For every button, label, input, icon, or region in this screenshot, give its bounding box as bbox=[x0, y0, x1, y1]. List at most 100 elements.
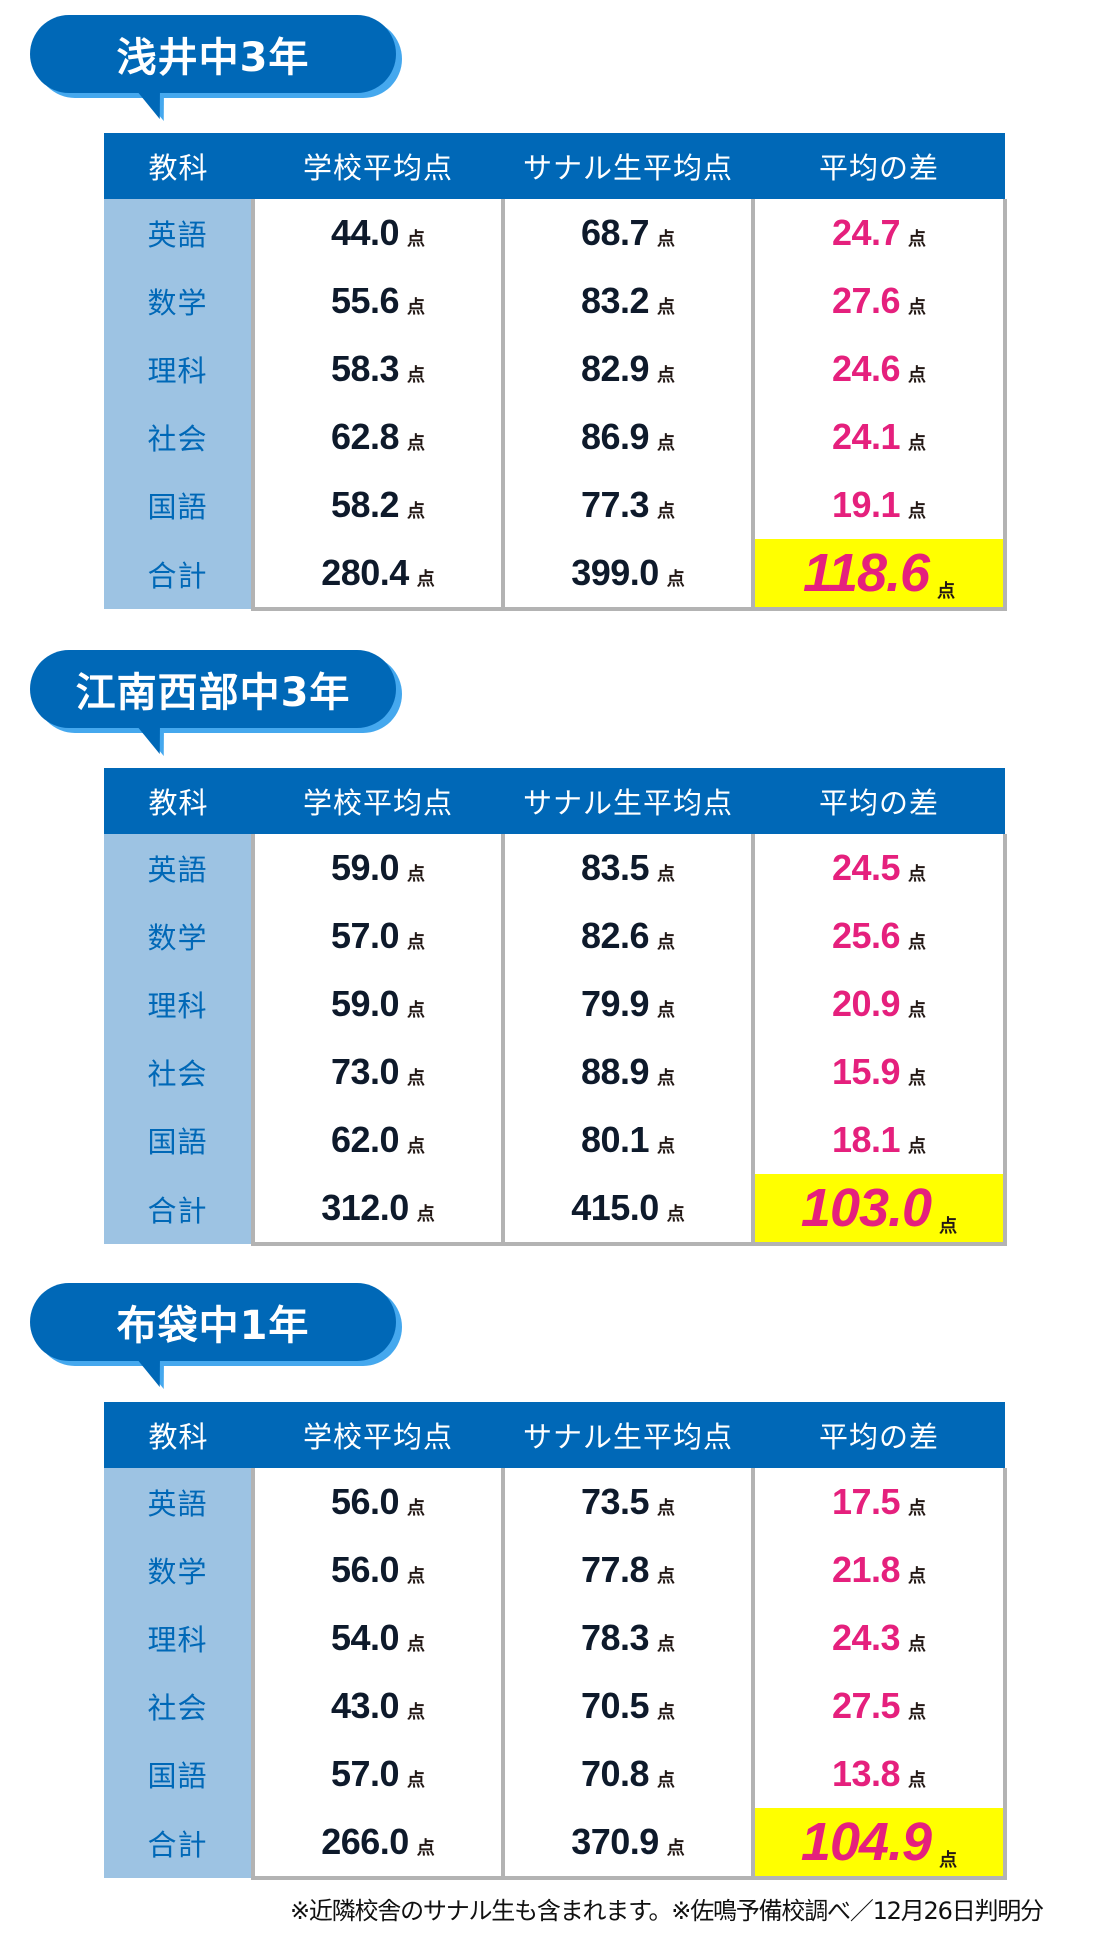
unit-label: 点 bbox=[407, 1634, 426, 1655]
diff-score-value: 24.3 bbox=[831, 1617, 901, 1658]
column-header: 学校平均点 bbox=[253, 1402, 503, 1468]
diff-score-cell: 27.6 点 bbox=[751, 267, 1007, 335]
table-header-row: 教科 学校平均点 サナル生平均点 平均の差 bbox=[104, 133, 1005, 199]
sanaru-score-cell: 80.1 点 bbox=[501, 1106, 753, 1174]
school-score-value: 43.0 bbox=[330, 1685, 400, 1726]
unit-label: 点 bbox=[407, 1068, 426, 1089]
column-header: 平均の差 bbox=[753, 1402, 1005, 1468]
school-score-cell: 59.0 点 bbox=[251, 970, 503, 1038]
unit-label: 点 bbox=[666, 569, 685, 590]
column-header: サナル生平均点 bbox=[503, 133, 753, 199]
subject-cell: 数学 bbox=[104, 267, 253, 335]
unit-label: 点 bbox=[657, 229, 676, 250]
table-row: 理科 54.0 点 78.3 点 24.3 点 bbox=[104, 1604, 1007, 1672]
diff-score-value: 20.9 bbox=[831, 983, 901, 1024]
sanaru-score-cell: 77.8 点 bbox=[501, 1536, 753, 1604]
sanaru-score-value: 80.1 bbox=[580, 1119, 650, 1160]
sanaru-score-cell: 77.3 点 bbox=[501, 471, 753, 539]
unit-label: 点 bbox=[657, 1566, 676, 1587]
section-title-bubble: 布袋中1年 bbox=[30, 1283, 404, 1389]
table-row: 社会 43.0 点 70.5 点 27.5 点 bbox=[104, 1672, 1007, 1740]
table-row: 理科 59.0 点 79.9 点 20.9 点 bbox=[104, 970, 1007, 1038]
school-score-value: 56.0 bbox=[330, 1481, 400, 1522]
diff-score-value: 19.1 bbox=[831, 484, 901, 525]
school-score-value: 73.0 bbox=[330, 1051, 400, 1092]
bubble: 江南西部中3年 bbox=[30, 650, 396, 728]
sanaru-score-cell: 370.9 点 bbox=[501, 1808, 753, 1880]
unit-label: 点 bbox=[908, 1634, 927, 1655]
school-score-value: 62.0 bbox=[330, 1119, 400, 1160]
school-score-cell: 58.2 点 bbox=[251, 471, 503, 539]
school-score-value: 54.0 bbox=[330, 1617, 400, 1658]
unit-label: 点 bbox=[657, 1000, 676, 1021]
unit-label: 点 bbox=[407, 1136, 426, 1157]
sanaru-score-value: 79.9 bbox=[580, 983, 650, 1024]
table-row: 英語 59.0 点 83.5 点 24.5 点 bbox=[104, 834, 1007, 902]
bubble: 布袋中1年 bbox=[30, 1283, 396, 1361]
table-row: 社会 73.0 点 88.9 点 15.9 点 bbox=[104, 1038, 1007, 1106]
section-title: 布袋中1年 bbox=[116, 1303, 310, 1349]
diff-score-cell: 13.8 点 bbox=[751, 1740, 1007, 1808]
unit-label: 点 bbox=[407, 1000, 426, 1021]
diff-score-cell: 24.3 点 bbox=[751, 1604, 1007, 1672]
table-row: 理科 58.3 点 82.9 点 24.6 点 bbox=[104, 335, 1007, 403]
sanaru-score-value: 88.9 bbox=[580, 1051, 650, 1092]
sanaru-score-cell: 70.5 点 bbox=[501, 1672, 753, 1740]
table-row: 社会 62.8 点 86.9 点 24.1 点 bbox=[104, 403, 1007, 471]
unit-label: 点 bbox=[657, 297, 676, 318]
school-score-cell: 266.0 点 bbox=[251, 1808, 503, 1880]
unit-label: 点 bbox=[908, 1000, 927, 1021]
subject-cell: 理科 bbox=[104, 335, 253, 403]
sanaru-score-value: 82.9 bbox=[580, 348, 650, 389]
diff-score-value: 118.6 bbox=[802, 543, 930, 603]
subject-cell: 数学 bbox=[104, 1536, 253, 1604]
sanaru-score-value: 78.3 bbox=[580, 1617, 650, 1658]
subject-cell: 英語 bbox=[104, 199, 253, 267]
diff-score-value: 24.5 bbox=[831, 847, 901, 888]
table-header-row: 教科 学校平均点 サナル生平均点 平均の差 bbox=[104, 768, 1005, 834]
unit-label: 点 bbox=[407, 1498, 426, 1519]
unit-label: 点 bbox=[657, 1770, 676, 1791]
sanaru-score-value: 77.8 bbox=[580, 1549, 650, 1590]
unit-label: 点 bbox=[908, 365, 927, 386]
unit-label: 点 bbox=[908, 1770, 927, 1791]
school-score-cell: 57.0 点 bbox=[251, 902, 503, 970]
unit-label: 点 bbox=[416, 1838, 435, 1859]
subject-cell: 英語 bbox=[104, 1468, 253, 1536]
section-title: 浅井中3年 bbox=[116, 35, 310, 81]
school-score-value: 56.0 bbox=[330, 1549, 400, 1590]
unit-label: 点 bbox=[657, 864, 676, 885]
column-header: サナル生平均点 bbox=[503, 768, 753, 834]
sanaru-score-cell: 83.2 点 bbox=[501, 267, 753, 335]
sanaru-score-value: 415.0 bbox=[571, 1187, 659, 1228]
unit-label: 点 bbox=[657, 1702, 676, 1723]
sanaru-score-value: 399.0 bbox=[571, 552, 659, 593]
unit-label: 点 bbox=[666, 1838, 685, 1859]
diff-score-cell: 25.6 点 bbox=[751, 902, 1007, 970]
unit-label: 点 bbox=[939, 1216, 958, 1237]
column-header: 教科 bbox=[104, 133, 253, 199]
unit-label: 点 bbox=[407, 864, 426, 885]
total-row: 合計 312.0 点 415.0 点 103.0 点 bbox=[104, 1174, 1007, 1246]
total-row: 合計 266.0 点 370.9 点 104.9 点 bbox=[104, 1808, 1007, 1880]
diff-score-value: 17.5 bbox=[831, 1481, 901, 1522]
diff-score-cell: 24.6 点 bbox=[751, 335, 1007, 403]
unit-label: 点 bbox=[657, 501, 676, 522]
diff-score-value: 27.6 bbox=[831, 280, 901, 321]
diff-score-value: 104.9 bbox=[800, 1812, 932, 1872]
diff-score-value: 13.8 bbox=[831, 1753, 901, 1794]
diff-score-cell: 19.1 点 bbox=[751, 471, 1007, 539]
sanaru-score-cell: 399.0 点 bbox=[501, 539, 753, 611]
unit-label: 点 bbox=[657, 1498, 676, 1519]
sanaru-score-value: 70.8 bbox=[580, 1753, 650, 1794]
sanaru-score-cell: 70.8 点 bbox=[501, 1740, 753, 1808]
table-row: 国語 58.2 点 77.3 点 19.1 点 bbox=[104, 471, 1007, 539]
school-score-value: 312.0 bbox=[321, 1187, 409, 1228]
subject-cell: 国語 bbox=[104, 1106, 253, 1174]
sanaru-score-value: 370.9 bbox=[571, 1821, 659, 1862]
sanaru-score-cell: 73.5 点 bbox=[501, 1468, 753, 1536]
diff-score-value: 15.9 bbox=[831, 1051, 901, 1092]
diff-score-cell: 103.0 点 bbox=[751, 1174, 1007, 1246]
sanaru-score-cell: 79.9 点 bbox=[501, 970, 753, 1038]
diff-score-cell: 24.5 点 bbox=[751, 834, 1007, 902]
